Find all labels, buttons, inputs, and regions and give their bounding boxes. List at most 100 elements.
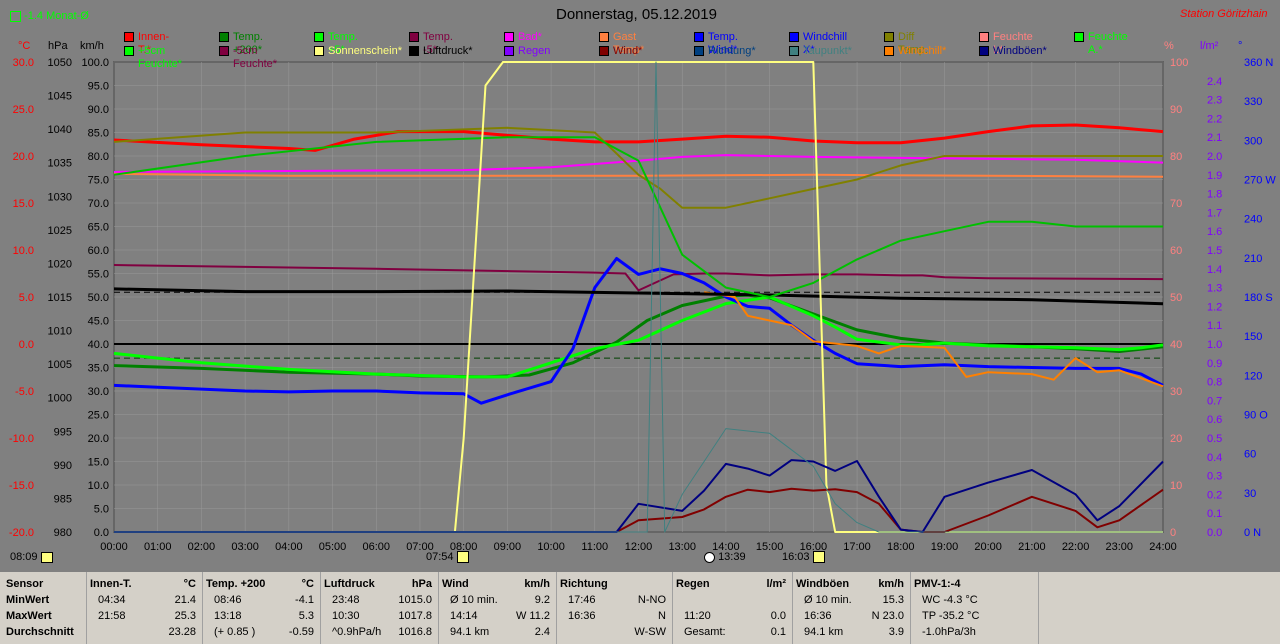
stats-header: Regen xyxy=(676,578,710,590)
stats-cell-label: 14:14 xyxy=(450,610,478,622)
station-name: Station Göritzhain xyxy=(1180,8,1268,20)
time-tick-label: 17:00 xyxy=(843,541,871,553)
kmh-tick-label: 55.0 xyxy=(88,269,109,281)
kmh-tick-label: 85.0 xyxy=(88,128,109,140)
rain-tick-label: 1.5 xyxy=(1207,245,1222,257)
legend-label: Innen-T.* xyxy=(138,31,170,56)
hpa-tick-label: 1000 xyxy=(48,393,72,405)
stats-column: Wind km/h Ø 10 min. 9.2 14:14 W 11.2 94.1 km 2.… xyxy=(438,572,557,644)
time-tick-label: 18:00 xyxy=(887,541,915,553)
pct-tick-label: 30 xyxy=(1170,386,1182,398)
stats-column: PMV-1:-4 WC -4.3 °C TP -35.2 °C -1.0hPa/3h xyxy=(910,572,1039,644)
stats-header: Wind xyxy=(442,578,469,590)
stats-cell-value: 1015.0 xyxy=(398,594,432,606)
stats-cell-label: (+ 0.85 ) xyxy=(214,626,256,638)
hpa-tick-label: 1025 xyxy=(48,225,72,237)
stats-unit: km/h xyxy=(524,578,550,590)
legend-label: Temp. +200* xyxy=(233,31,263,56)
kmh-tick-label: 40.0 xyxy=(88,339,109,351)
dir-tick-label: 270 W xyxy=(1244,175,1276,187)
stats-header: Sensor xyxy=(6,578,44,590)
temp-tick-label: 10.0 xyxy=(13,245,34,257)
kmh-tick-label: 30.0 xyxy=(88,386,109,398)
kmh-unit-label: km/h xyxy=(80,40,104,52)
legend-label: Diff Temp. xyxy=(898,31,928,56)
stats-unit: hPa xyxy=(411,578,432,590)
time-tick-label: 22:00 xyxy=(1062,541,1090,553)
rain-tick-label: 0.2 xyxy=(1207,489,1222,501)
rain-tick-label: 1.2 xyxy=(1207,301,1222,313)
pct-tick-label: 60 xyxy=(1170,245,1182,257)
stats-cell-value: 5.3 xyxy=(298,610,314,622)
series-line xyxy=(113,257,1164,405)
pct-tick-label: 100 xyxy=(1170,57,1188,69)
kmh-tick-label: 0.0 xyxy=(94,527,109,539)
legend-label: Temp. +5* xyxy=(328,31,358,56)
deg-unit-label: ° xyxy=(1238,40,1243,52)
stats-cell-value: 2.4 xyxy=(534,626,550,638)
stats-unit: km/h xyxy=(878,578,904,590)
period-indicator[interactable]: -1.4 Monat-Ø xyxy=(10,10,89,22)
time-tick-label: 20:00 xyxy=(974,541,1002,553)
dir-tick-label: 360 N xyxy=(1244,57,1273,69)
dir-tick-label: 330 xyxy=(1244,96,1262,108)
period-label: -1.4 Monat-Ø xyxy=(24,10,89,22)
time-tick-label: 09:00 xyxy=(494,541,522,553)
stats-cell-label: MinWert xyxy=(6,594,50,606)
dir-tick-label: 180 S xyxy=(1244,292,1273,304)
dir-tick-label: 0 N xyxy=(1244,527,1261,539)
stats-header: PMV-1:-4 xyxy=(914,578,961,590)
stats-cell-label: 23:48 xyxy=(332,594,360,606)
rain-tick-label: 1.1 xyxy=(1207,320,1222,332)
series-line xyxy=(114,61,1163,533)
time-tick-label: 07:00 xyxy=(406,541,434,553)
series-line xyxy=(113,287,1164,306)
sunset-marker: 16:03 xyxy=(782,551,825,564)
legend-label: Feuchte I.* xyxy=(993,31,1033,56)
prev-day-time: 08:09 xyxy=(10,551,38,563)
kmh-tick-label: 45.0 xyxy=(88,316,109,328)
kmh-tick-label: 70.0 xyxy=(88,198,109,210)
pct-tick-label: 50 xyxy=(1170,292,1182,304)
time-tick-label: 03:00 xyxy=(231,541,259,553)
legend-label: Gast Temp* xyxy=(613,31,645,56)
time-tick-label: 14:00 xyxy=(712,541,740,553)
time-tick-label: 19:00 xyxy=(931,541,959,553)
temp-tick-label: -20.0 xyxy=(9,527,34,539)
stats-cell-value: 1016.8 xyxy=(398,626,432,638)
hpa-tick-label: 1030 xyxy=(48,191,72,203)
stats-cell-label: 16:36 xyxy=(568,610,596,622)
stats-header: Temp. +200 xyxy=(206,578,266,590)
kmh-tick-label: 50.0 xyxy=(88,292,109,304)
stats-cell-value: N xyxy=(658,610,666,622)
rain-tick-label: 2.1 xyxy=(1207,132,1222,144)
stats-cell-label: 94.1 km xyxy=(450,626,490,638)
legend-label: Feuchte A.* xyxy=(1088,31,1128,56)
legend-swatch xyxy=(504,32,514,42)
time-tick-label: 15:00 xyxy=(756,541,784,553)
hpa-unit-label: hPa xyxy=(48,40,68,52)
hpa-tick-label: 1050 xyxy=(48,57,72,69)
stats-cell-label: ^0.9hPa/h xyxy=(332,626,382,638)
legend-label: Luftdruck* xyxy=(423,45,473,57)
legend-swatch xyxy=(979,32,989,42)
time-tick-label: 11:00 xyxy=(581,541,608,553)
rain-tick-label: 1.4 xyxy=(1207,264,1222,276)
kmh-tick-label: 15.0 xyxy=(88,457,109,469)
pct-tick-label: 0 xyxy=(1170,527,1176,539)
sunrise-icon xyxy=(456,551,469,564)
legend-swatch xyxy=(314,46,324,56)
legend-label: Windchill* xyxy=(898,45,947,57)
hpa-tick-label: 990 xyxy=(54,460,72,472)
legend-label: -5cm Feuchte* xyxy=(233,45,278,70)
stats-cell-value: -4.1 xyxy=(295,594,314,606)
hpa-tick-label: 1015 xyxy=(48,292,72,304)
rain-tick-label: 1.7 xyxy=(1207,207,1222,219)
hpa-tick-label: 980 xyxy=(54,527,72,539)
stats-unit: °C xyxy=(301,578,314,590)
legend-swatch xyxy=(409,32,419,42)
rain-tick-label: 2.2 xyxy=(1207,113,1222,125)
stats-cell-label: Ø 10 min. xyxy=(450,594,498,606)
time-tick-label: 13:00 xyxy=(668,541,696,553)
dir-tick-label: 90 O xyxy=(1244,410,1268,422)
